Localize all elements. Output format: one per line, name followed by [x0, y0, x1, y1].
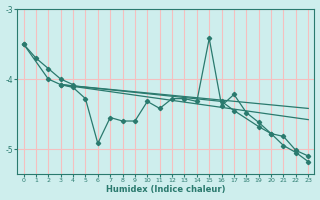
- X-axis label: Humidex (Indice chaleur): Humidex (Indice chaleur): [106, 185, 226, 194]
